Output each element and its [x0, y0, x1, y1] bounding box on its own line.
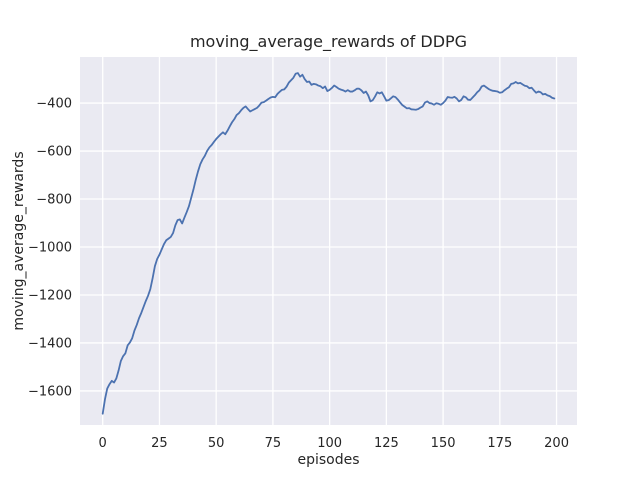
y-tick-label: −400	[36, 96, 72, 112]
x-tick-label: 25	[151, 436, 168, 451]
plot-background	[80, 57, 577, 425]
x-tick-label: 200	[544, 436, 569, 451]
grid-lines	[80, 57, 577, 425]
y-axis-label: moving_average_rewards	[11, 151, 27, 331]
x-tick-label: 150	[430, 436, 456, 451]
y-tick-label: −600	[36, 144, 72, 160]
x-axis-label: episodes	[297, 452, 360, 468]
y-tick-label: −1600	[28, 384, 72, 400]
chart-title: moving_average_rewards of DDPG	[189, 32, 468, 51]
y-tick-label: −1400	[28, 336, 72, 352]
x-tick-label: 0	[98, 436, 107, 451]
x-tick-label: 100	[317, 436, 343, 451]
reward-line-series	[101, 72, 556, 415]
y-tick-label: −1200	[28, 288, 72, 304]
y-tick-label: −800	[36, 192, 72, 208]
y-tick-label: −1000	[28, 240, 72, 256]
x-tick-label: 175	[487, 436, 513, 451]
x-tick-label: 125	[373, 436, 399, 451]
x-tick-label: 50	[207, 436, 225, 451]
x-tick-label: 75	[264, 436, 282, 451]
